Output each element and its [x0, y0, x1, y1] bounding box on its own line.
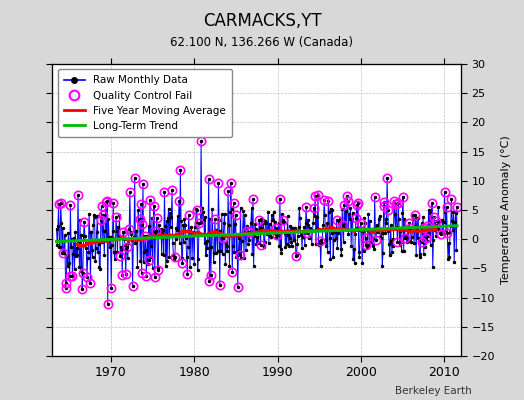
Text: 62.100 N, 136.266 W (Canada): 62.100 N, 136.266 W (Canada): [170, 36, 354, 49]
Legend: Raw Monthly Data, Quality Control Fail, Five Year Moving Average, Long-Term Tren: Raw Monthly Data, Quality Control Fail, …: [58, 69, 232, 137]
Text: CARMACKS,YT: CARMACKS,YT: [203, 12, 321, 30]
Y-axis label: Temperature Anomaly (°C): Temperature Anomaly (°C): [500, 136, 510, 284]
Text: Berkeley Earth: Berkeley Earth: [395, 386, 472, 396]
